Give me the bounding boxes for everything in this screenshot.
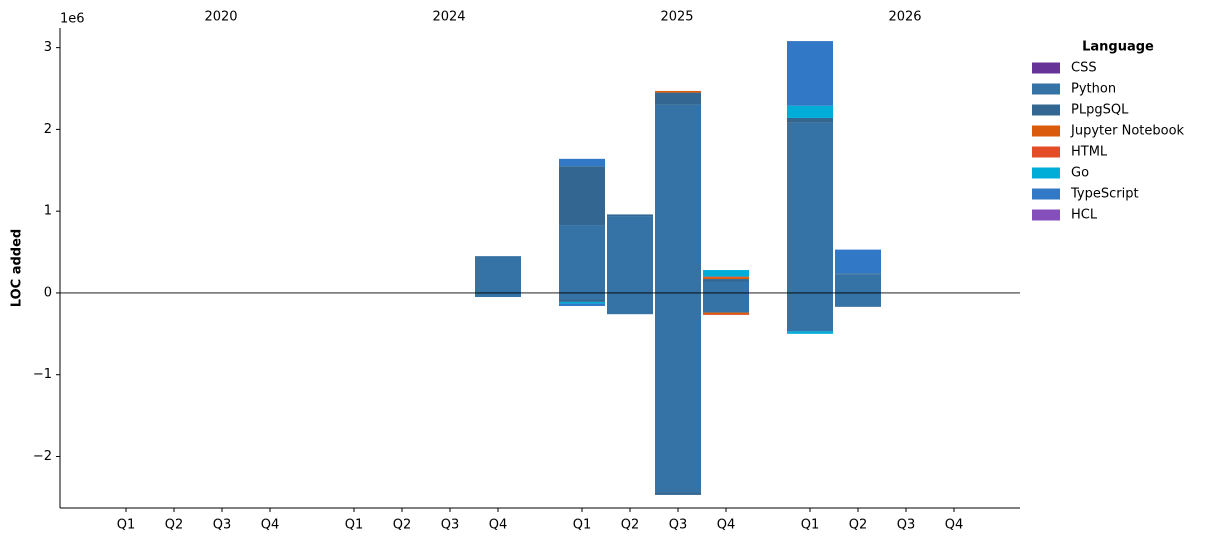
legend-swatch (1032, 146, 1060, 158)
legend-swatch (1032, 209, 1060, 221)
legend-label: HTML (1071, 145, 1108, 160)
y-tick-label: 0 (44, 285, 52, 300)
bar-segment (607, 292, 653, 315)
y-tick-label: 2 (44, 122, 52, 137)
bar-segment (607, 214, 653, 217)
x-tick-label: Q3 (897, 518, 916, 533)
legend-label: PLpgSQL (1071, 103, 1129, 118)
x-tick-label: Q1 (345, 518, 364, 533)
bar-segment (655, 92, 701, 105)
bar-segment (703, 314, 749, 316)
group-label: 2024 (432, 10, 465, 25)
legend-swatch (1032, 104, 1060, 116)
x-tick-label: Q3 (441, 518, 460, 533)
bar-segment (559, 166, 605, 226)
bar-segment (559, 303, 605, 307)
bar-segment (787, 41, 833, 106)
legend-swatch (1032, 62, 1060, 74)
y-tick-label: −1 (33, 367, 52, 382)
bar-segment (475, 292, 521, 298)
bar-segment (835, 274, 881, 293)
legend-label: CSS (1071, 61, 1097, 76)
bar-segment (787, 331, 833, 334)
x-tick-label: Q2 (849, 518, 868, 533)
legend-swatch (1032, 188, 1060, 200)
y-tick-label: 3 (44, 40, 52, 55)
bar-segment (703, 279, 749, 282)
bar-segment (559, 158, 605, 167)
bar-segment (703, 270, 749, 277)
x-tick-label: Q2 (621, 518, 640, 533)
legend-swatch (1032, 125, 1060, 137)
bar-segment (703, 281, 749, 293)
bar-segment (835, 273, 881, 275)
legend-swatch (1032, 83, 1060, 95)
bar-segment (559, 225, 605, 293)
x-tick-label: Q4 (945, 518, 964, 533)
y-axis-label: LOC added (10, 229, 25, 307)
bar-segment (655, 90, 701, 93)
legend-label: Jupyter Notebook (1070, 124, 1185, 139)
x-tick-label: Q2 (165, 518, 184, 533)
y-tick-label: 1 (44, 204, 52, 219)
bar-segment (835, 292, 881, 307)
bar-segment (559, 299, 605, 302)
bar-segment (703, 292, 749, 313)
legend-label: HCL (1071, 208, 1098, 223)
legend-swatch (1032, 167, 1060, 179)
legend-title: Language (1082, 40, 1154, 55)
bar-segment (703, 312, 749, 315)
bar-segment (655, 492, 701, 495)
bar-segment (655, 292, 701, 493)
bar-segment (787, 117, 833, 123)
legend-label: Python (1071, 82, 1116, 97)
legend-label: Go (1071, 166, 1089, 181)
bar-segment (787, 122, 833, 293)
bar-segment (607, 216, 653, 293)
group-label: 2020 (204, 10, 237, 25)
x-tick-label: Q1 (801, 518, 820, 533)
x-tick-label: Q1 (117, 518, 136, 533)
bar-segment (787, 292, 833, 332)
x-tick-label: Q4 (489, 518, 508, 533)
x-tick-label: Q3 (213, 518, 232, 533)
bar-segment (559, 292, 605, 300)
x-tick-label: Q3 (669, 518, 688, 533)
group-label: 2025 (660, 10, 693, 25)
bar-segment (787, 105, 833, 118)
bar-segment (835, 249, 881, 274)
y-tick-label: −2 (33, 449, 52, 464)
legend-label: TypeScript (1070, 187, 1139, 202)
bar-segment (559, 301, 605, 304)
group-label: 2026 (888, 10, 921, 25)
y-offset-label: 1e6 (60, 12, 85, 27)
x-tick-label: Q1 (573, 518, 592, 533)
x-tick-label: Q2 (393, 518, 412, 533)
bar-segment (703, 276, 749, 278)
x-tick-label: Q4 (261, 518, 280, 533)
bar-segment (655, 104, 701, 293)
bar-segment (703, 277, 749, 280)
x-tick-label: Q4 (717, 518, 736, 533)
bar-segment (475, 256, 521, 293)
